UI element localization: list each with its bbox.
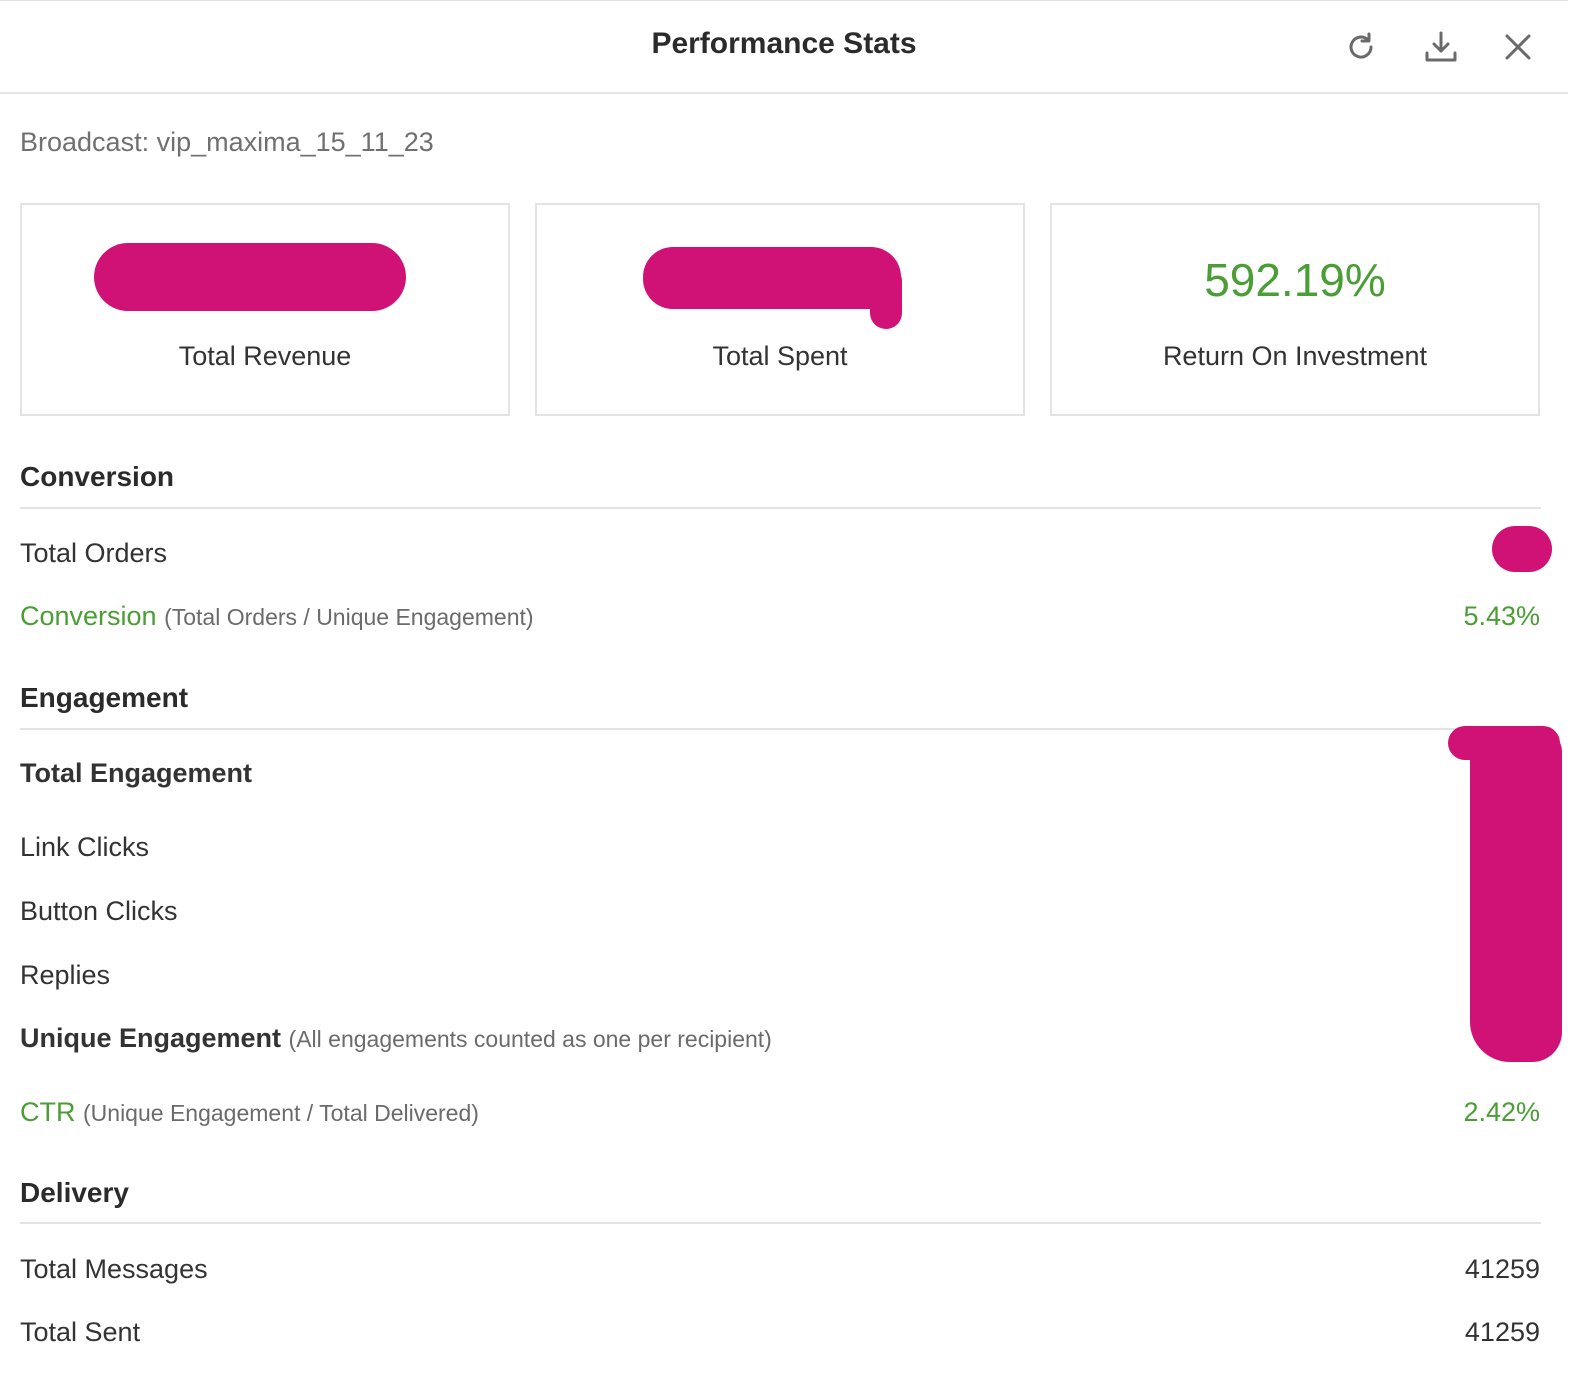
conversion-row: Conversion (Total Orders / Unique Engage…: [20, 601, 534, 632]
ctr-value: 2.42%: [1463, 1097, 1540, 1127]
roi-label: Return On Investment: [1162, 341, 1428, 371]
unique-engagement-note: (All engagements counted as one per reci…: [288, 1026, 772, 1052]
total-orders-redaction: [1492, 526, 1552, 572]
replies-label: Replies: [20, 960, 111, 990]
close-button[interactable]: [1498, 27, 1538, 67]
redaction-mark: [94, 243, 406, 311]
conversion-note: (Total Orders / Unique Engagement): [164, 604, 534, 630]
dialog-title: Performance Stats: [651, 27, 917, 60]
conversion-value: 5.43%: [1463, 601, 1540, 631]
roi-card: 592.19% Return On Investment: [1050, 203, 1540, 416]
total-engagement-label: Total Engagement: [20, 758, 253, 788]
delivery-section-title: Delivery: [20, 1177, 129, 1208]
refresh-button[interactable]: [1341, 27, 1381, 67]
section-divider: [20, 728, 1541, 730]
total-sent-label: Total Sent: [20, 1317, 141, 1347]
button-clicks-label: Button Clicks: [20, 896, 178, 926]
broadcast-name: Broadcast: vip_maxima_15_11_23: [20, 127, 434, 157]
redaction-mark: [643, 247, 901, 309]
unique-engagement-label: Unique Engagement: [20, 1023, 282, 1053]
total-messages-value: 41259: [1464, 1254, 1540, 1284]
total-revenue-label: Total Revenue: [178, 341, 352, 371]
total-spent-card: Total Spent: [535, 203, 1025, 416]
section-divider: [20, 507, 1541, 509]
download-button[interactable]: [1421, 27, 1461, 67]
ctr-row: CTR (Unique Engagement / Total Delivered…: [20, 1097, 479, 1128]
link-clicks-label: Link Clicks: [20, 832, 150, 862]
redaction-mark-tail: [870, 265, 902, 329]
total-messages-label: Total Messages: [20, 1254, 208, 1284]
roi-value: 592.19%: [1204, 254, 1386, 306]
close-icon: [1505, 34, 1531, 60]
conversion-label: Conversion: [20, 601, 157, 631]
refresh-icon: [1349, 32, 1373, 59]
unique-engagement-row: Unique Engagement (All engagements count…: [20, 1023, 772, 1054]
conversion-section-title: Conversion: [20, 461, 175, 492]
total-revenue-card: Total Revenue: [20, 203, 510, 416]
dialog-header: Performance Stats: [0, 0, 1568, 94]
ctr-note: (Unique Engagement / Total Delivered): [83, 1100, 479, 1126]
ctr-label: CTR: [20, 1097, 76, 1127]
total-spent-label: Total Spent: [712, 341, 848, 371]
total-orders-label: Total Orders: [20, 538, 168, 568]
engagement-values-redaction: [1470, 728, 1562, 1062]
section-divider: [20, 1222, 1541, 1224]
download-icon: [1425, 31, 1457, 62]
total-sent-value: 41259: [1464, 1317, 1540, 1347]
engagement-section-title: Engagement: [20, 682, 189, 713]
